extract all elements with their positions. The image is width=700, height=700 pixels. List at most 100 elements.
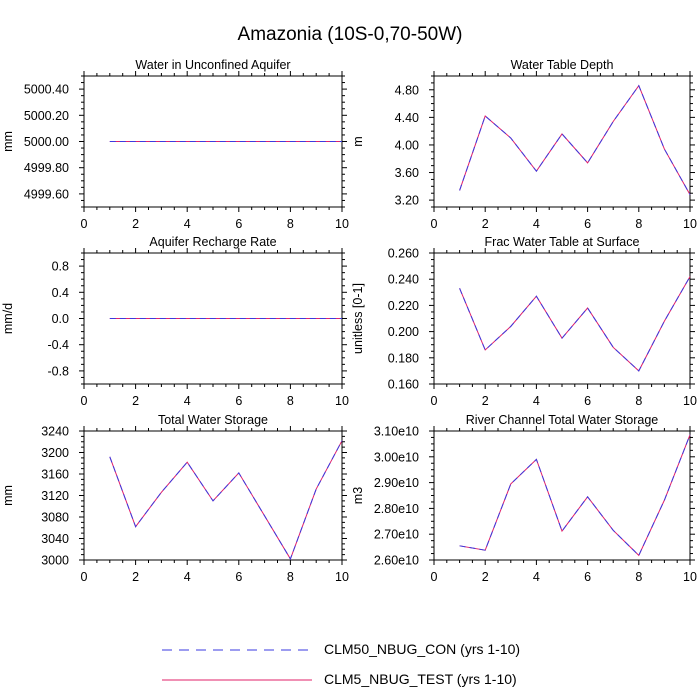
y-tick-label: -0.8 [47,364,69,378]
panel-title: Water Table Depth [511,58,614,72]
series-line-test [109,440,343,561]
x-tick-label: 2 [132,570,139,584]
y-tick-label: 0.180 [388,351,419,365]
y-tick-label: 0.4 [52,286,69,300]
x-tick-label: 2 [482,394,489,408]
y-tick-label: 3.00e10 [374,450,419,464]
y-tick-label: 0.200 [388,325,419,339]
panel-total-water-storage: Total Water Storage mm 0 2 4 6 8 10 3000 3040 3080… [1,413,349,584]
panel-title: Aquifer Recharge Rate [149,235,276,249]
series-line-con [459,84,691,195]
panel-title: Total Water Storage [158,413,268,427]
y-tick-label: 2.70e10 [374,528,419,542]
y-tick-label: 4.80 [395,83,419,97]
series-line-con [459,276,691,372]
y-tick-label: 4999.80 [24,161,69,175]
y-tick-label: 0.160 [388,378,419,392]
y-tick-label: 5000.20 [24,109,69,123]
y-tick-label: 0.220 [388,299,419,313]
x-tick-label: 10 [683,570,697,584]
x-tick-label: 6 [584,570,591,584]
panel-river-channel-storage: River Channel Total Water Storage m3 0 2 4 6 8… [351,413,697,584]
y-tick-label: 0.8 [52,260,69,274]
x-tick-label: 6 [235,570,242,584]
y-tick-label: 3200 [41,446,69,460]
x-tick-label: 6 [235,394,242,408]
y-tick-label: 4999.60 [24,187,69,201]
y-tick-label: 3040 [41,532,69,546]
x-tick-label: 10 [335,217,349,231]
x-tick-label: 8 [635,217,642,231]
figure-title: Amazonia (10S-0,70-50W) [237,24,463,45]
x-tick-label: 0 [431,217,438,231]
series-line-con [109,440,343,561]
x-tick-label: 2 [482,217,489,231]
x-tick-label: 4 [533,217,540,231]
y-tick-label: 0.0 [52,312,69,326]
x-tick-label: 6 [584,394,591,408]
x-tick-label: 4 [533,394,540,408]
panel-title: Water in Unconfined Aquifer [135,58,290,72]
x-tick-label: 8 [287,394,294,408]
x-tick-label: 10 [335,570,349,584]
x-tick-label: 0 [431,570,438,584]
y-axis-label: mm [1,131,15,152]
x-tick-label: 4 [533,570,540,584]
plot-frame [83,430,343,561]
x-tick-label: 0 [81,570,88,584]
x-tick-label: 8 [287,217,294,231]
y-tick-label: 0.240 [388,273,419,287]
panel-frac-water-table-surface: Frac Water Table at Surface unitless [0-1… [351,235,697,408]
x-tick-label: 2 [132,394,139,408]
x-tick-label: 10 [335,394,349,408]
series-line-test [459,84,691,195]
y-tick-label: 3240 [41,425,69,439]
x-tick-label: 4 [184,570,191,584]
x-tick-label: 8 [635,570,642,584]
series-line-test [459,276,691,372]
y-tick-label: 2.80e10 [374,502,419,516]
series-line-test [459,434,691,557]
y-tick-label: 3.20 [395,194,419,208]
x-tick-label: 0 [81,394,88,408]
y-tick-label: 3.60 [395,166,419,180]
y-tick-label: 0.260 [388,247,419,261]
y-tick-label: 3080 [41,511,69,525]
y-tick-label: 4.00 [395,138,419,152]
panel-water-unconfined-aquifer: Water in Unconfined Aquifer mm 0 2 4 6 8 10 4999… [1,58,349,231]
x-tick-label: 2 [132,217,139,231]
x-tick-label: 8 [287,570,294,584]
panel-water-table-depth: Water Table Depth m 0 2 4 6 8 10 3.20 3.60 4.00 4.4… [351,58,697,231]
y-tick-label: 3120 [41,489,69,503]
panel-title: Frac Water Table at Surface [485,235,640,249]
plot-frame [433,430,691,561]
x-tick-label: 4 [184,217,191,231]
y-tick-label: -0.4 [47,338,69,352]
x-tick-label: 8 [635,394,642,408]
x-tick-label: 6 [235,217,242,231]
x-tick-label: 6 [584,217,591,231]
y-tick-label: 3160 [41,468,69,482]
y-axis-label: m3 [351,487,365,504]
panel-title: River Channel Total Water Storage [466,413,659,427]
y-tick-label: 3.10e10 [374,425,419,439]
y-axis-label: unitless [0-1] [351,283,365,354]
x-tick-label: 0 [81,217,88,231]
x-tick-label: 10 [683,217,697,231]
y-axis-label: m [351,136,365,146]
y-tick-label: 5000.40 [24,83,69,97]
y-axis-label: mm [1,485,15,506]
y-tick-label: 5000.00 [24,135,69,149]
y-tick-label: 3000 [41,554,69,568]
y-tick-label: 2.90e10 [374,476,419,490]
panel-aquifer-recharge-rate: Aquifer Recharge Rate mm/d 0 2 4 6 8 10 -0.8 -0.4… [1,235,349,408]
x-tick-label: 2 [482,570,489,584]
plot-frame [433,75,691,208]
y-axis-label: mm/d [1,303,15,334]
x-tick-label: 0 [431,394,438,408]
series-line-con [459,434,691,557]
x-tick-label: 4 [184,394,191,408]
y-tick-label: 4.40 [395,111,419,125]
y-tick-label: 2.60e10 [374,554,419,568]
